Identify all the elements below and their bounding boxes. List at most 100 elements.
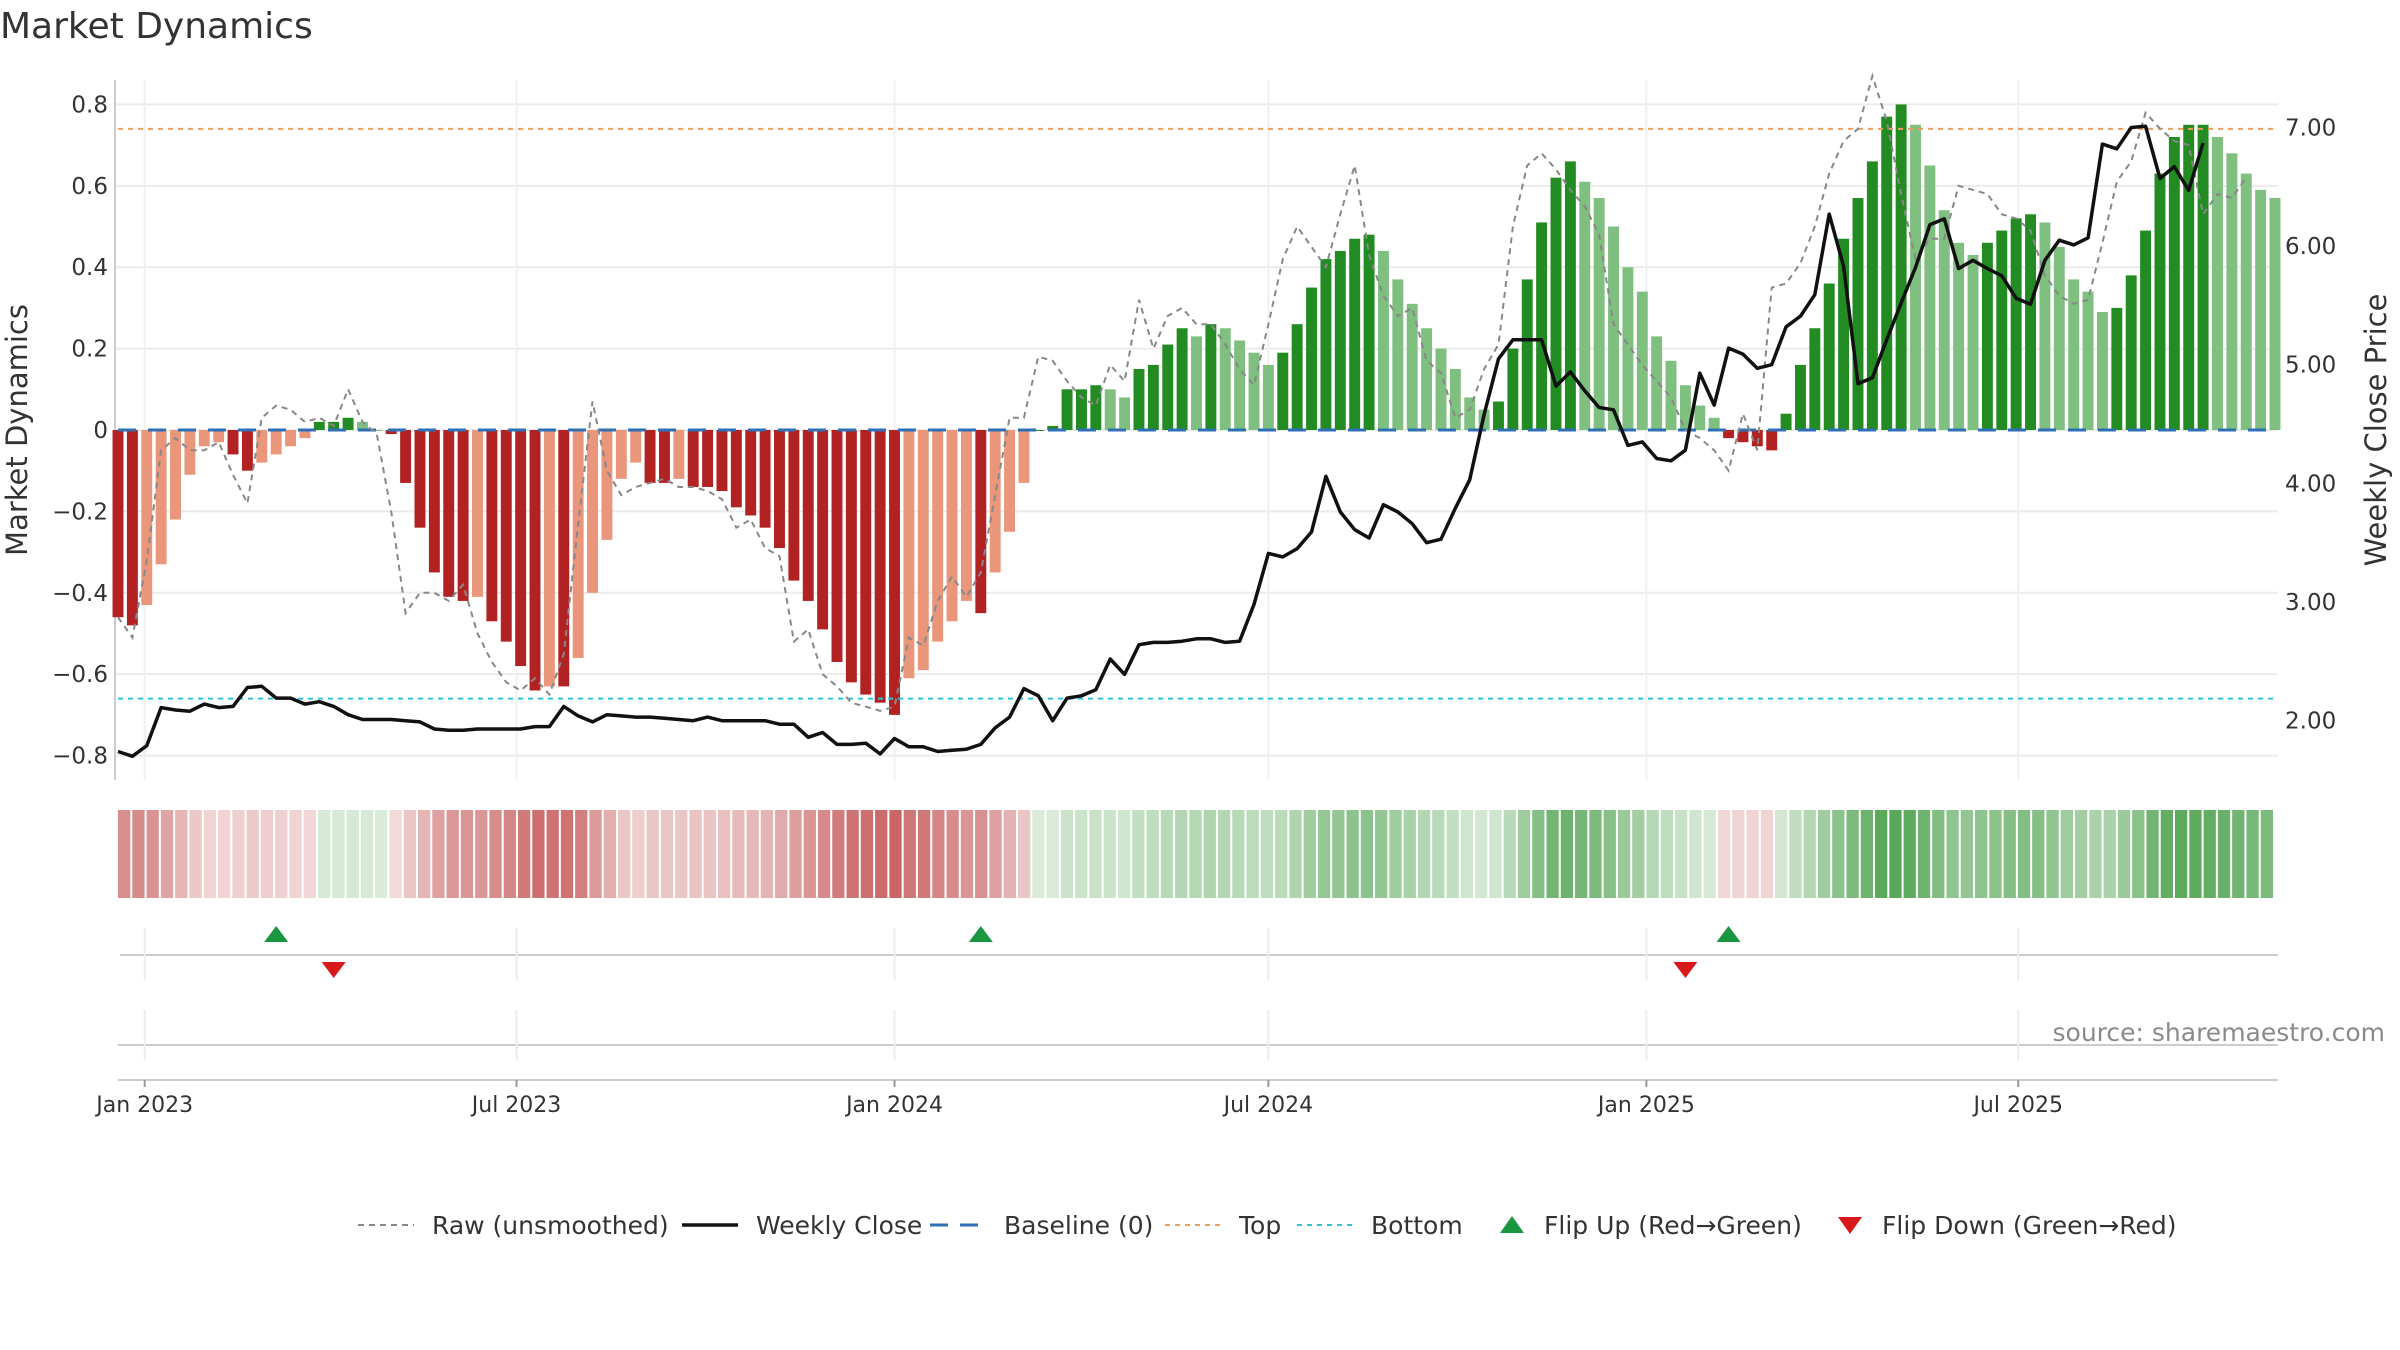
dynamics-bar xyxy=(1507,348,1519,430)
regime-cell xyxy=(1417,810,1431,898)
dynamics-bar xyxy=(543,430,555,687)
regime-cell xyxy=(675,810,688,898)
dynamics-bar xyxy=(2168,136,2180,430)
dynamics-bar xyxy=(1809,328,1821,430)
dynamics-bar xyxy=(1291,324,1303,430)
regime-cell xyxy=(746,810,759,898)
dynamics-bar xyxy=(1780,413,1792,430)
legend-label: Top xyxy=(1238,1211,1281,1240)
dynamics-bar xyxy=(1104,389,1116,430)
regime-cell xyxy=(1217,810,1231,898)
regime-cell xyxy=(389,810,402,898)
flip-down-marker xyxy=(1673,962,1698,978)
regime-cell xyxy=(1546,810,1559,898)
legend-swatch-flip-down xyxy=(1838,1217,1862,1234)
dynamics-bar xyxy=(960,430,972,601)
regime-cell xyxy=(2060,810,2074,898)
regime-cell xyxy=(203,810,216,898)
regime-cell xyxy=(1175,810,1188,898)
dynamics-bar xyxy=(2010,218,2022,430)
dynamics-bar xyxy=(141,430,153,605)
dynamics-bar xyxy=(486,430,498,622)
regime-cell xyxy=(1117,810,1131,898)
regime-cell xyxy=(260,810,274,898)
regime-cell xyxy=(903,810,916,898)
dynamics-bar xyxy=(1651,336,1663,430)
dynamics-bar xyxy=(1895,104,1907,430)
left-axis-ticks: −0.8 −0.6 −0.4 −0.2 0 0.2 0.4 0.6 0.8 xyxy=(52,92,108,769)
regime-cell xyxy=(1003,810,1016,898)
dynamics-bar xyxy=(1119,397,1131,430)
dynamics-bar xyxy=(1032,430,1044,431)
regime-cell xyxy=(775,810,788,898)
dynamics-bar xyxy=(270,430,282,455)
regime-cell xyxy=(2217,810,2231,898)
regime-cell xyxy=(360,810,374,898)
regime-cell xyxy=(1575,810,1588,898)
dynamics-bar xyxy=(1219,328,1231,430)
regime-cell xyxy=(575,810,588,898)
dynamics-bar xyxy=(889,430,900,715)
dynamics-bar xyxy=(1996,230,2008,430)
dynamics-bar xyxy=(658,430,670,483)
regime-cell xyxy=(460,810,474,898)
dynamics-bar xyxy=(601,430,613,540)
chart-title: Market Dynamics xyxy=(0,6,313,47)
regime-cell xyxy=(275,810,288,898)
dynamics-bar xyxy=(2125,275,2137,430)
dynamics-bar xyxy=(155,430,167,565)
dynamics-bar xyxy=(687,430,699,487)
dynamics-bar xyxy=(1061,389,1073,430)
regime-cell xyxy=(146,810,159,898)
dynamics-bar xyxy=(1262,364,1274,430)
dynamics-bar xyxy=(1421,328,1433,430)
legend-label: Flip Up (Red→Green) xyxy=(1544,1211,1802,1240)
regime-cell xyxy=(617,810,631,898)
dynamics-bar xyxy=(414,430,426,528)
regime-cell xyxy=(1789,810,1802,898)
dynamics-bar xyxy=(1234,340,1246,430)
regime-cell xyxy=(417,810,431,898)
dynamics-bar xyxy=(1334,250,1346,430)
regime-cell xyxy=(1917,810,1931,898)
regime-cell xyxy=(1275,810,1288,898)
dynamics-bar xyxy=(428,430,440,573)
dynamics-bar xyxy=(817,430,829,630)
regime-cell xyxy=(2117,810,2131,898)
flip-markers-panel xyxy=(120,926,2278,980)
regime-cell xyxy=(1403,810,1416,898)
dynamics-bar xyxy=(1766,430,1778,451)
regime-cell xyxy=(989,810,1002,898)
dynamics-bar xyxy=(1493,401,1504,430)
dynamics-bar xyxy=(1881,116,1893,431)
dynamics-bar xyxy=(2154,173,2166,430)
regime-cell xyxy=(1946,810,1959,898)
regime-cell xyxy=(2260,810,2274,898)
dynamics-bar xyxy=(615,430,627,479)
dynamics-bar xyxy=(831,430,843,662)
regime-cell xyxy=(1889,810,1902,898)
regime-cell xyxy=(2003,810,2016,898)
date-tick-label: Jul 2025 xyxy=(1971,1093,2063,1118)
source-note: source: sharemaestro.com xyxy=(2053,1018,2386,1047)
dynamics-bar xyxy=(1737,430,1749,443)
legend-label: Baseline (0) xyxy=(1004,1211,1153,1240)
regime-cell xyxy=(803,810,816,898)
regime-cell xyxy=(832,810,845,898)
dynamics-bar xyxy=(2082,291,2094,430)
date-axis-ticks: Jan 2023 Jul 2023 Jan 2024 Jul 2024 Jan 2025… xyxy=(94,1080,2063,1118)
regime-cell xyxy=(1589,810,1602,898)
regime-cell xyxy=(317,810,331,898)
left-tick-label: −0.2 xyxy=(52,499,108,525)
dynamics-bar xyxy=(2068,279,2080,430)
dynamics-bar xyxy=(1938,210,1950,430)
dynamics-bar xyxy=(1521,279,1533,430)
dynamics-bar xyxy=(443,430,455,597)
regime-cell xyxy=(2175,810,2188,898)
dynamics-bar xyxy=(1910,124,1921,430)
left-tick-label: 0 xyxy=(93,418,108,444)
dynamics-bar xyxy=(932,430,944,642)
dynamics-bar xyxy=(1536,222,1548,430)
dynamics-bar xyxy=(874,430,886,703)
dynamics-bar xyxy=(1277,352,1289,430)
